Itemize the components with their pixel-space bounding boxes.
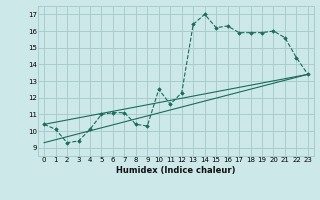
X-axis label: Humidex (Indice chaleur): Humidex (Indice chaleur) [116, 166, 236, 175]
